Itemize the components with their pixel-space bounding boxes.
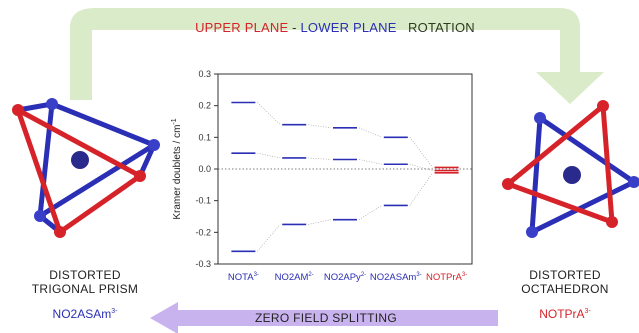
left-geometry-label: DISTORTED TRIGONAL PRISM [20,268,150,296]
zfs-label: ZERO FIELD SPLITTING [254,311,398,325]
upper-plane-text: UPPER PLANE [195,20,289,35]
y-tick-label: 0.2 [198,101,211,111]
left-compound: NO2ASAm3- [20,307,150,321]
y-axis-label-superscript: -1 [171,118,178,124]
level-connector [358,205,382,220]
level-connector [308,219,332,225]
dash-text: - [288,20,301,35]
category-label: NO2ASAm3- [370,272,422,283]
trigonal-prism-molecule [12,98,160,238]
category-label: NOTPrA3- [426,272,467,283]
lower-plane-text: LOWER PLANE [300,20,397,35]
level-connector [409,137,433,168]
right-label-line1: DISTORTED [529,268,601,282]
left-label-line1: DISTORTED [49,268,121,282]
level-connector [409,172,433,206]
rotation-text: ROTATION [408,20,475,35]
rotation-arrow [70,8,604,104]
y-tick-label: -0.2 [195,227,211,237]
level-connector [409,163,433,171]
category-charge: 3- [462,272,467,278]
right-compound-name: NOTPrA [539,307,585,321]
category-charge: 2- [361,272,366,278]
level-connector [257,224,281,252]
level-connector [257,152,281,159]
level-connector [257,102,281,125]
category-charge: 3- [416,272,421,278]
right-geometry-label: DISTORTED OCTAHEDRON [500,268,630,296]
left-compound-name: NO2ASAm [52,307,112,321]
category-charge: 3- [254,272,259,278]
y-tick-label: 0.0 [198,164,211,174]
category-charge: 2- [308,272,313,278]
category-label: NOTA3- [228,272,259,283]
left-compound-charge: 3- [111,308,118,315]
right-label-line2: OCTAHEDRON [521,282,609,296]
category-label: NO2APy2- [324,272,366,283]
right-compound-charge: 3- [584,308,591,315]
y-tick-label: 0.1 [198,132,211,142]
y-tick-label: -0.3 [195,259,211,269]
level-connector [358,159,382,165]
y-axis-label: Kramer doublets / cm-1 [171,118,183,219]
y-tick-label: -0.1 [195,196,211,206]
category-label: NO2AM2- [275,272,314,283]
level-connector [308,157,332,160]
level-connector [308,124,332,129]
right-compound: NOTPrA3- [500,307,630,321]
rotation-title: UPPER PLANE - LOWER PLANE ROTATION [170,20,500,35]
kramer-doublets-chart: 0.3 0.2 0.1 0.0 -0.1 -0.2 -0.3 Kramer doublets … [171,69,473,283]
y-tick-label: 0.3 [198,69,211,79]
octahedron-molecule [502,100,639,238]
level-connector [358,127,382,138]
left-label-line2: TRIGONAL PRISM [31,282,139,296]
zfs-arrow [150,302,498,333]
